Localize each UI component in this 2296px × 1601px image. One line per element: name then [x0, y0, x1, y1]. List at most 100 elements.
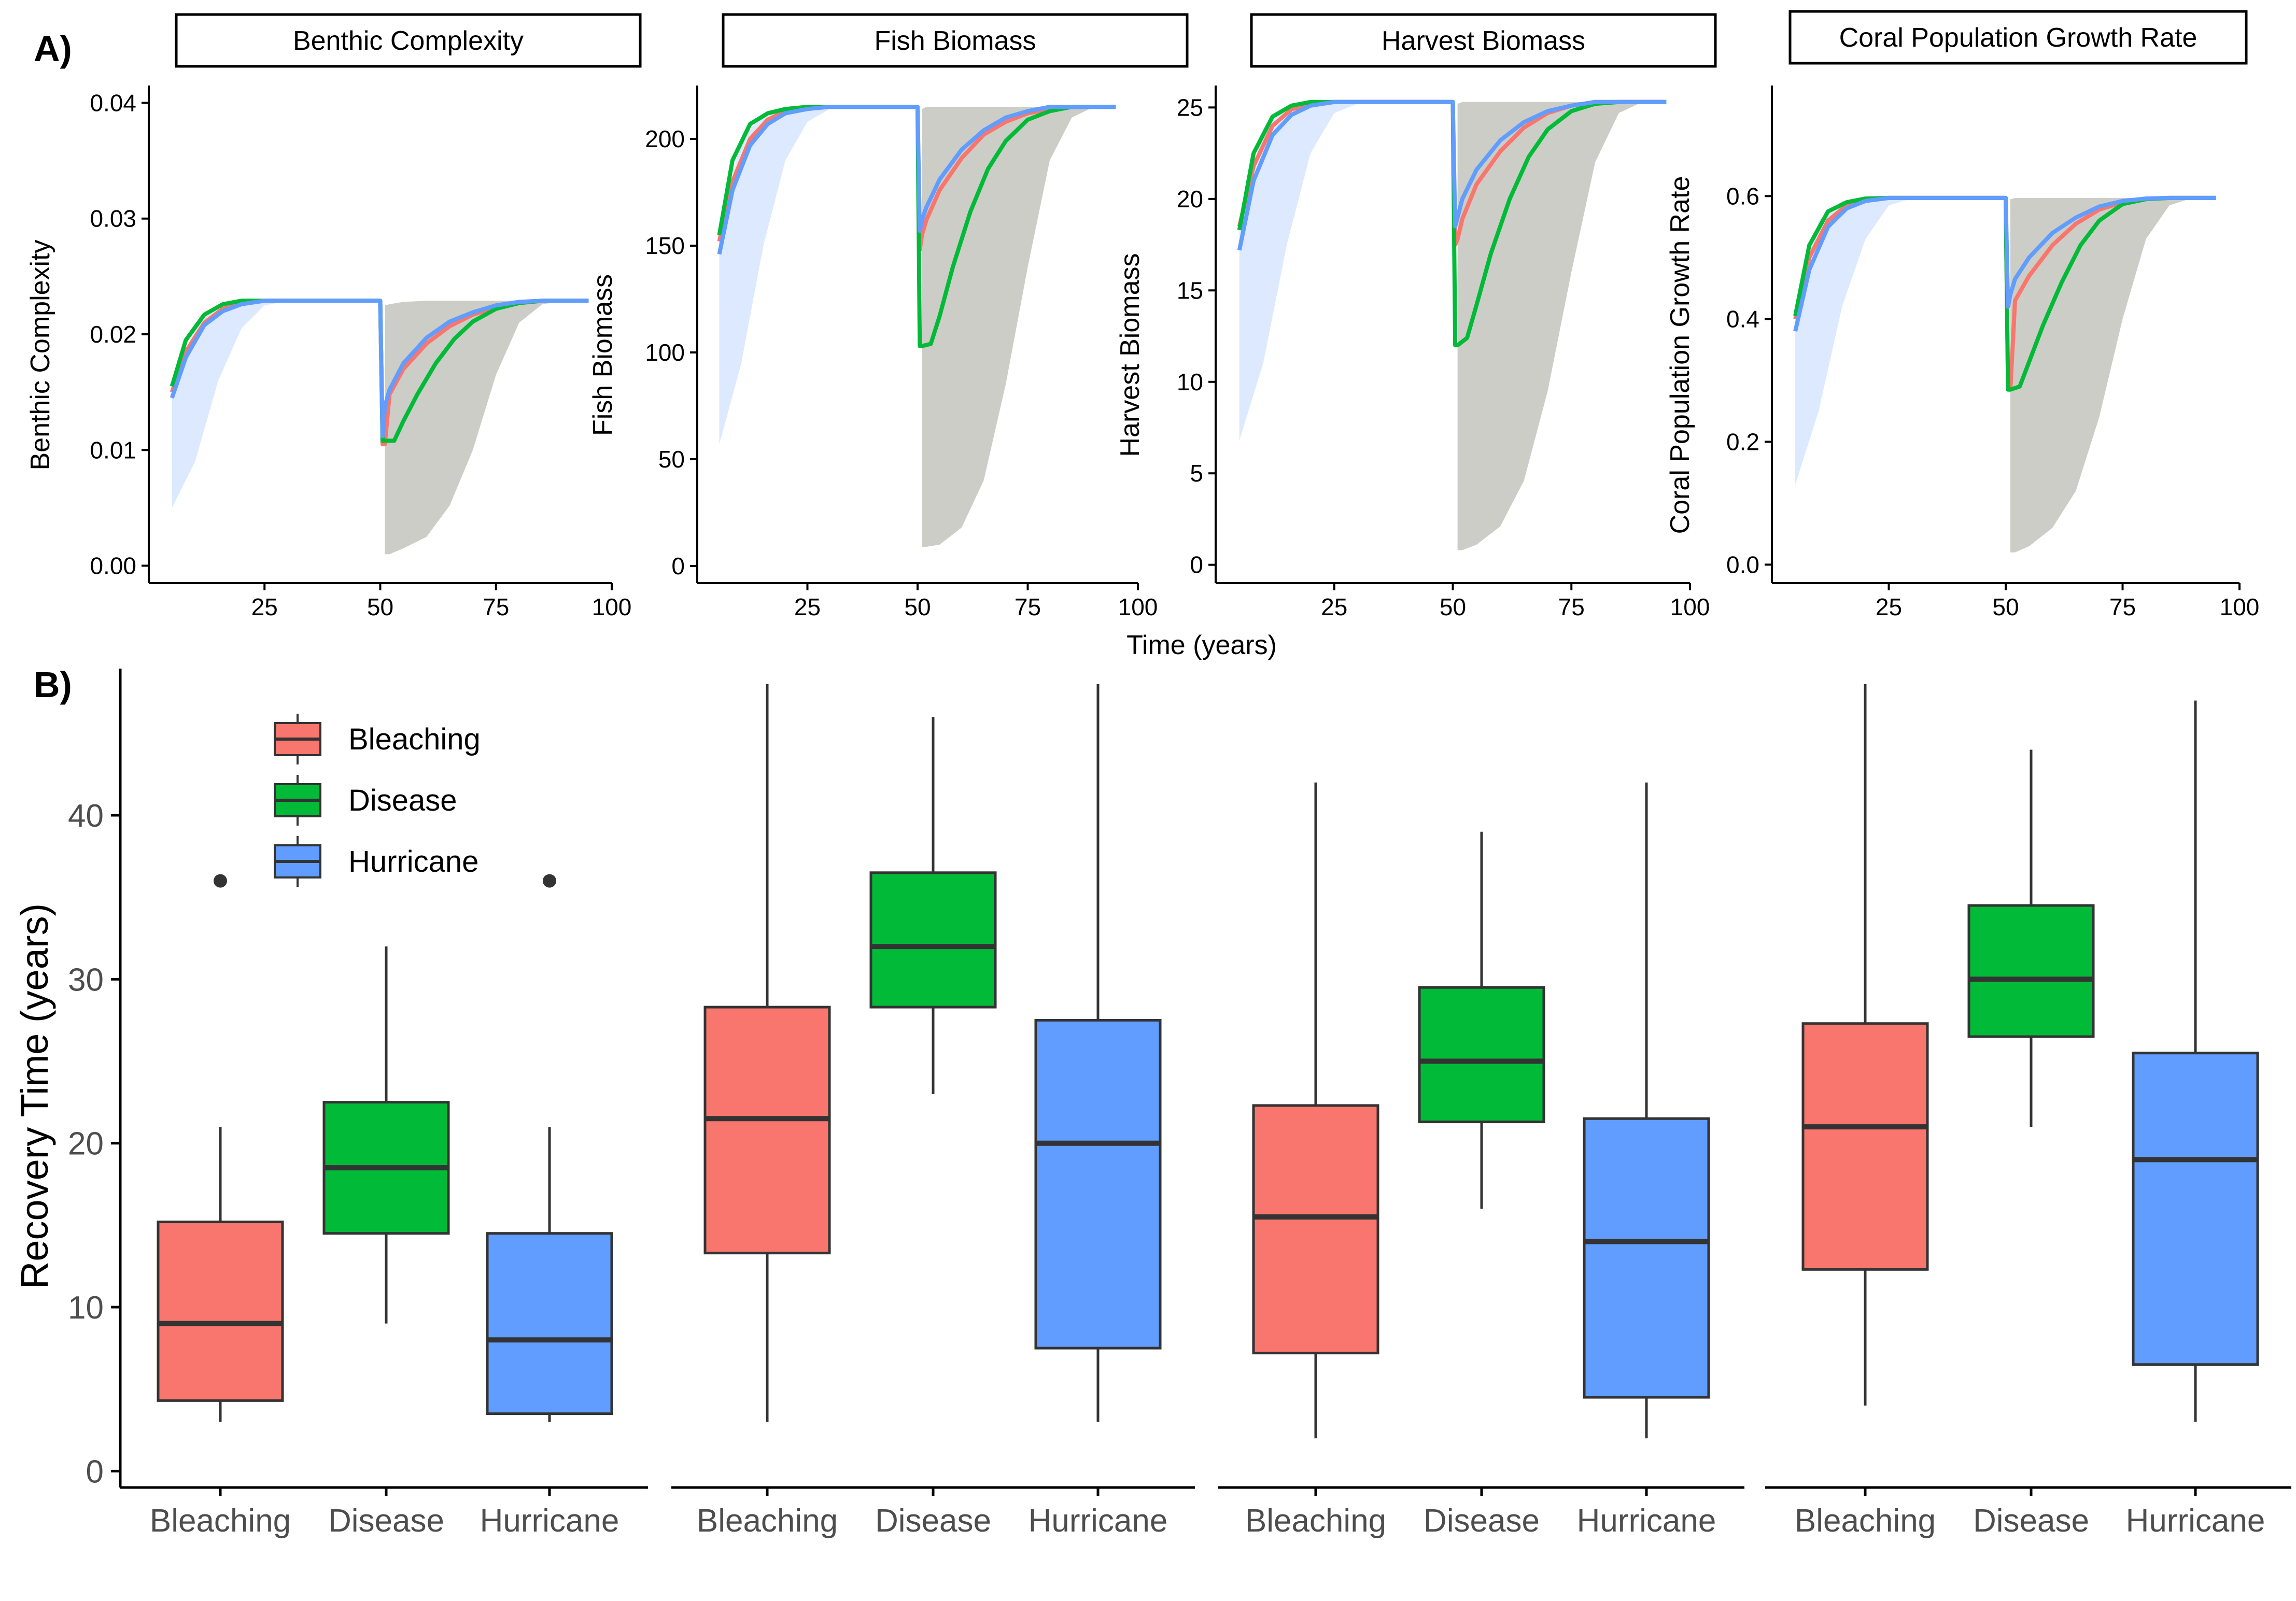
band-hurricane [1239, 102, 1453, 441]
legend-label: Disease [348, 784, 457, 817]
x-tick-label: 100 [592, 593, 632, 620]
panel-tag-b: B) [34, 664, 72, 705]
boxplot-facet-1: Bleaching Disease Hurricane [120, 874, 648, 1539]
y-tick-label: 200 [645, 125, 685, 152]
y-tick-label: 0 [1190, 551, 1203, 578]
recovery-y-axis-title: Recovery Time (years) [13, 903, 56, 1289]
x-tick-label: Disease [328, 1503, 444, 1539]
y-tick-label: 0.2 [1726, 428, 1759, 455]
band-hurricane [1795, 197, 2006, 485]
x-tick-label: 50 [904, 593, 931, 620]
y-axis-title: Fish Biomass [588, 274, 618, 436]
x-tick-label: Disease [1973, 1503, 2089, 1539]
y-axis-title: Coral Population Growth Rate [1665, 176, 1695, 534]
line-chart-1: Benthic Complexity 25 50 75 100 0.00 0.01 0.02 0… [25, 13, 642, 620]
series-line-bleaching [717, 105, 1116, 252]
boxplot-facet-2: Bleaching Disease Hurricane [671, 684, 1195, 1539]
x-tick-label: 50 [1992, 593, 2019, 620]
box-disease [1967, 904, 2095, 1038]
series-line-hurricane [717, 105, 1116, 255]
x-tick-label: Bleaching [150, 1503, 291, 1539]
outlier-point [543, 874, 556, 888]
band-hurricane [719, 107, 918, 445]
x-tick-label: Hurricane [1029, 1503, 1168, 1539]
legend-item-bleaching: Bleaching [274, 714, 481, 764]
panel-b-boxplots: 0 10 20 30 40 Recovery Time (years) Bleaching D… [13, 669, 2291, 1539]
legend-item-disease: Disease [274, 775, 457, 826]
box-bleaching [1252, 1104, 1379, 1355]
box-hurricane [486, 1232, 613, 1415]
x-tick-label: Hurricane [1577, 1503, 1716, 1539]
x-tick-label: 75 [1558, 593, 1585, 620]
strip-box [1788, 10, 2248, 65]
strip-box [722, 13, 1189, 68]
x-tick-label: Bleaching [1795, 1503, 1936, 1539]
y-tick-label: 40 [68, 798, 104, 834]
x-tick-label: 100 [2220, 593, 2260, 620]
strip-title: Coral Population Growth Rate [1839, 23, 2198, 53]
y-axis-title: Harvest Biomass [1115, 253, 1145, 457]
y-tick-label: 15 [1177, 277, 1203, 304]
series-line-hurricane [1793, 195, 2216, 332]
strip-title: Harvest Biomass [1382, 26, 1585, 56]
series-line-hurricane [1237, 100, 1667, 251]
legend-item-hurricane: Hurricane [274, 836, 478, 887]
series-line-hurricane [170, 299, 589, 438]
box-disease [869, 871, 997, 1009]
y-tick-label: 0.04 [90, 89, 136, 116]
y-tick-label: 25 [1177, 94, 1203, 121]
line-chart-2: Fish Biomass 25 50 75 100 0 50 100 150 200 Fish Bi… [588, 13, 1189, 620]
series-line-disease [170, 299, 589, 443]
x-tick-label: 100 [1118, 593, 1158, 620]
strip-box [175, 13, 642, 68]
x-tick-label: Bleaching [697, 1503, 838, 1539]
y-tick-label: 50 [658, 446, 685, 473]
box-hurricane [1583, 1117, 1710, 1399]
y-tick-label: 0 [671, 552, 685, 579]
line-chart-3: Harvest Biomass 25 50 75 100 0 5 10 15 20 25 Harves… [1115, 13, 1717, 620]
boxplot-facet-3: Bleaching Disease Hurricane [1218, 782, 1744, 1539]
box-disease [1418, 986, 1545, 1124]
strip-box [1250, 13, 1717, 68]
band-hurricane [172, 301, 381, 508]
band-overlay-purple [1457, 102, 1667, 550]
y-tick-label: 10 [1177, 369, 1203, 395]
x-tick-label: Bleaching [1245, 1503, 1386, 1539]
x-tick-label: Hurricane [2126, 1503, 2265, 1539]
series-line-disease [1237, 100, 1667, 348]
x-tick-label: 75 [2109, 593, 2136, 620]
box-bleaching [1801, 1022, 1929, 1271]
x-tick-label: 50 [367, 593, 393, 620]
legend-label: Bleaching [348, 722, 481, 756]
y-axis-title: Benthic Complexity [25, 239, 55, 470]
x-tick-label: 25 [251, 593, 278, 620]
x-tick-label: 75 [1015, 593, 1041, 620]
y-tick-label: 0.01 [90, 436, 136, 463]
x-tick-label: Hurricane [480, 1503, 619, 1539]
legend-label: Hurricane [348, 845, 478, 879]
y-tick-label: 30 [68, 962, 104, 998]
box-hurricane [1034, 1018, 1162, 1350]
y-tick-label: 5 [1190, 460, 1203, 487]
time-axis-label: Time (years) [1126, 630, 1277, 660]
y-tick-label: 0.02 [90, 321, 136, 348]
outlier-point [214, 874, 227, 888]
y-tick-label: 100 [645, 339, 685, 366]
y-tick-label: 0 [86, 1454, 104, 1490]
line-chart-4: Coral Population Growth Rate 25 50 75 100 0.0… [1665, 10, 2260, 620]
y-tick-label: 20 [1177, 186, 1203, 212]
strip-title: Fish Biomass [874, 26, 1036, 56]
x-tick-label: 25 [1321, 593, 1347, 620]
x-tick-label: Disease [1424, 1503, 1540, 1539]
strip-title: Benthic Complexity [293, 26, 524, 56]
series-line-disease [717, 105, 1116, 348]
x-tick-label: 75 [483, 593, 509, 620]
box-hurricane [2132, 1052, 2259, 1366]
x-tick-label: 25 [1876, 593, 1902, 620]
legend: Bleaching Disease Hurricane [274, 714, 481, 887]
x-tick-label: 100 [1670, 593, 1710, 620]
band-overlay-green [1457, 102, 1667, 550]
